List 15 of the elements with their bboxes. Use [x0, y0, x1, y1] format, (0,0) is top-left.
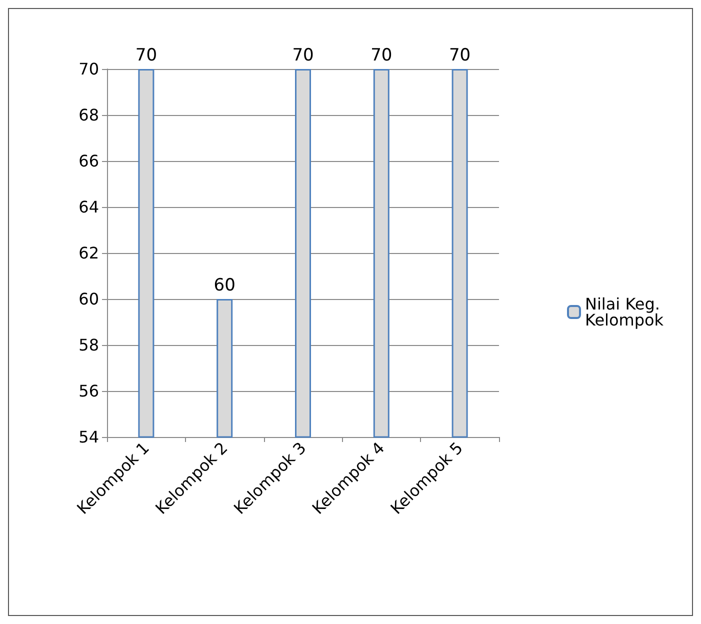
- data-label: 70: [292, 46, 314, 66]
- y-tick-label: 58: [78, 336, 99, 354]
- data-label: 70: [448, 46, 471, 66]
- data-label: 60: [214, 276, 236, 296]
- y-tick-label: 68: [78, 106, 99, 124]
- y-tick-label: 64: [78, 198, 99, 216]
- y-tick-label: 70: [78, 60, 99, 78]
- y-tick-label: 56: [78, 382, 99, 400]
- y-tick-label: 54: [78, 428, 99, 446]
- y-tick-label: 60: [78, 290, 99, 308]
- legend-label: Nilai Keg. Kelompok: [585, 294, 666, 330]
- data-label: 70: [135, 46, 158, 66]
- y-tick-label: 62: [78, 244, 99, 262]
- data-label: 70: [370, 46, 392, 66]
- y-tick-label: 66: [78, 152, 99, 170]
